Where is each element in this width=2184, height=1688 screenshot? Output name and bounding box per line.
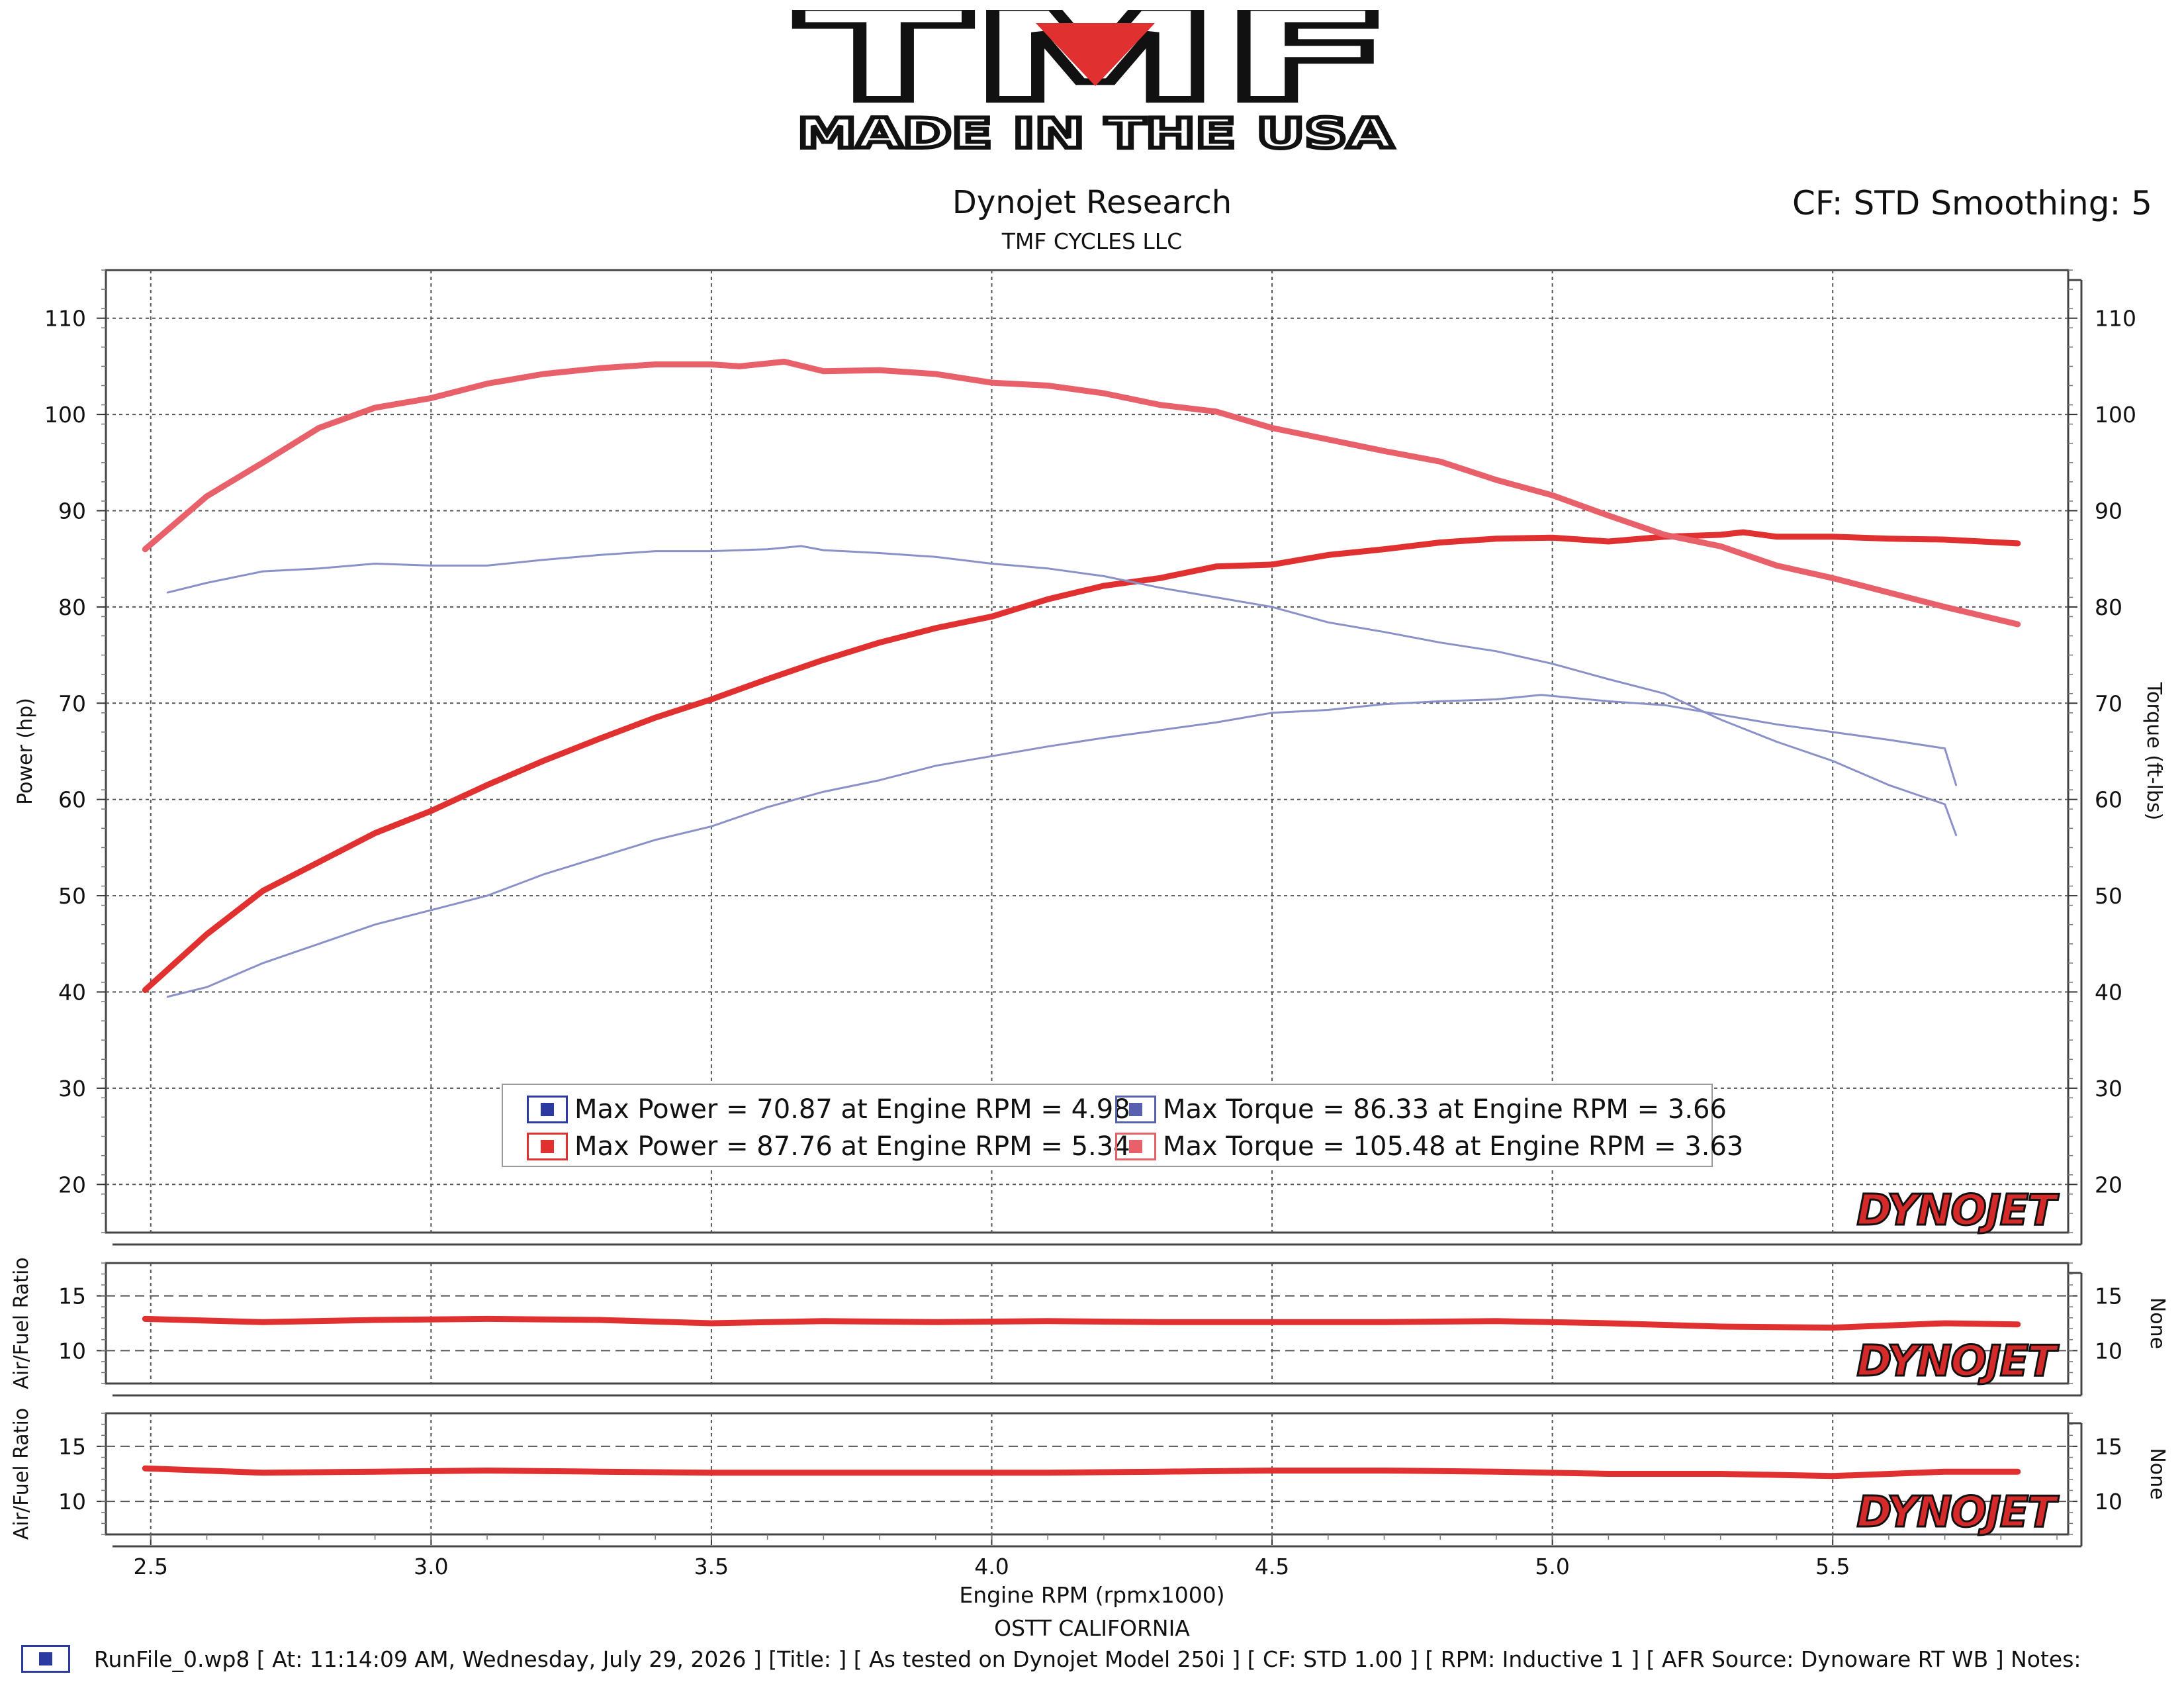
y-tick-label-right: 110 — [2095, 306, 2136, 332]
x-tick-label: 3.0 — [414, 1554, 448, 1579]
y-axis-label: Power (hp) — [14, 698, 37, 805]
x-tick-label: 4.0 — [974, 1554, 1009, 1579]
footer-location: OSTT CALIFORNIA — [994, 1615, 1190, 1641]
cf-smoothing-info: CF: STD Smoothing: 5 — [1792, 184, 2152, 222]
x-tick-label: 2.5 — [134, 1554, 168, 1579]
chart-title: Dynojet Research — [952, 184, 1232, 221]
x-tick-label: 3.5 — [694, 1554, 729, 1579]
series-line-afr — [142, 1315, 2021, 1331]
y-tick-label-right: 100 — [2095, 402, 2136, 428]
y-tick-label-right: 80 — [2095, 594, 2122, 620]
legend-label: Max Torque = 105.48 at Engine RPM = 3.63 — [1163, 1131, 1744, 1162]
series-line-power — [166, 694, 1958, 998]
y-tick-label-right: 10 — [2095, 1338, 2122, 1364]
y-tick-label-left: 10 — [58, 1489, 86, 1515]
y-axis-label-right: Torque (ft-lbs) — [2142, 682, 2165, 820]
y-tick-label-left: 15 — [58, 1284, 86, 1309]
y-tick-label-right: 40 — [2095, 980, 2122, 1006]
series-line-afr — [142, 1465, 2021, 1479]
y-tick-label-left: 110 — [44, 306, 86, 332]
y-tick-label-left: 80 — [58, 594, 86, 620]
y-tick-label-right: 30 — [2095, 1076, 2122, 1102]
y-tick-label-left: 100 — [44, 402, 86, 428]
y-axis-label-right: None — [2146, 1448, 2169, 1499]
legend-item-red-power: Max Power = 87.76 at Engine RPM = 5.34 — [527, 1131, 1130, 1162]
dynojet-watermark: DYNOJET — [1856, 1186, 2059, 1235]
y-axis-label: Air/Fuel Ratio — [10, 1257, 33, 1389]
x-tick-label: 5.5 — [1815, 1554, 1850, 1579]
y-tick-label-right: 90 — [2095, 498, 2122, 524]
x-tick-label: 4.5 — [1255, 1554, 1289, 1579]
legend-box: Max Power = 70.87 at Engine RPM = 4.98 M… — [502, 1084, 1743, 1167]
y-tick-label-right: 15 — [2095, 1284, 2122, 1309]
footer-runfile-info: RunFile_0.wp8 [ At: 11:14:09 AM, Wednesd… — [94, 1646, 2081, 1672]
legend-label: Max Power = 70.87 at Engine RPM = 4.98 — [574, 1094, 1130, 1125]
legend-swatch — [527, 1133, 568, 1160]
y-tick-label-left: 50 — [58, 883, 86, 909]
legend-item-blue-torque: Max Torque = 86.33 at Engine RPM = 3.66 — [1115, 1094, 1727, 1125]
y-tick-label-left: 10 — [58, 1338, 86, 1364]
y-tick-label-left: 90 — [58, 498, 86, 524]
tmf-logo: TMF MADE IN THE USA — [794, 10, 1396, 160]
series-line-torque — [142, 358, 2021, 628]
legend-label: Max Power = 87.76 at Engine RPM = 5.34 — [574, 1131, 1130, 1162]
y-axis-label-right: None — [2146, 1297, 2169, 1349]
footer-runfile-row: RunFile_0.wp8 [ At: 11:14:09 AM, Wednesd… — [21, 1645, 2081, 1673]
y-tick-label-right: 20 — [2095, 1172, 2122, 1197]
y-tick-label-left: 15 — [58, 1434, 86, 1460]
y-tick-label-right: 70 — [2095, 690, 2122, 716]
x-axis-label: Engine RPM (rpmx1000) — [959, 1582, 1224, 1608]
legend-label: Max Torque = 86.33 at Engine RPM = 3.66 — [1163, 1094, 1727, 1125]
legend-swatch — [527, 1096, 568, 1123]
y-tick-label-left: 60 — [58, 787, 86, 813]
logo-tagline: MADE IN THE USA — [797, 109, 1393, 158]
y-tick-label-right: 60 — [2095, 787, 2122, 813]
legend-item-red-torque: Max Torque = 105.48 at Engine RPM = 3.63 — [1115, 1131, 1743, 1162]
x-tick-label: 5.0 — [1535, 1554, 1569, 1579]
plot-frame — [105, 269, 2070, 1234]
series-line-power — [142, 529, 2021, 994]
y-tick-label-right: 10 — [2095, 1489, 2122, 1515]
y-tick-label-left: 20 — [58, 1172, 86, 1197]
y-tick-label-right: 15 — [2095, 1434, 2122, 1460]
y-axis-label: Air/Fuel Ratio — [10, 1408, 33, 1540]
legend-swatch — [1115, 1133, 1156, 1160]
logo-red-triangle — [1036, 23, 1155, 86]
y-tick-label-left: 30 — [58, 1076, 86, 1102]
dynojet-watermark: DYNOJET — [1856, 1337, 2059, 1386]
y-tick-label-left: 70 — [58, 690, 86, 716]
legend-swatch — [1115, 1096, 1156, 1123]
series-line-torque — [166, 545, 1958, 836]
dynojet-watermark: DYNOJET — [1856, 1488, 2059, 1537]
run-color-icon[interactable] — [21, 1645, 70, 1673]
y-tick-label-left: 40 — [58, 980, 86, 1006]
legend-item-blue-power: Max Power = 70.87 at Engine RPM = 4.98 — [527, 1094, 1130, 1125]
chart-subtitle: TMF CYCLES LLC — [1001, 228, 1183, 254]
y-tick-label-right: 50 — [2095, 883, 2122, 909]
